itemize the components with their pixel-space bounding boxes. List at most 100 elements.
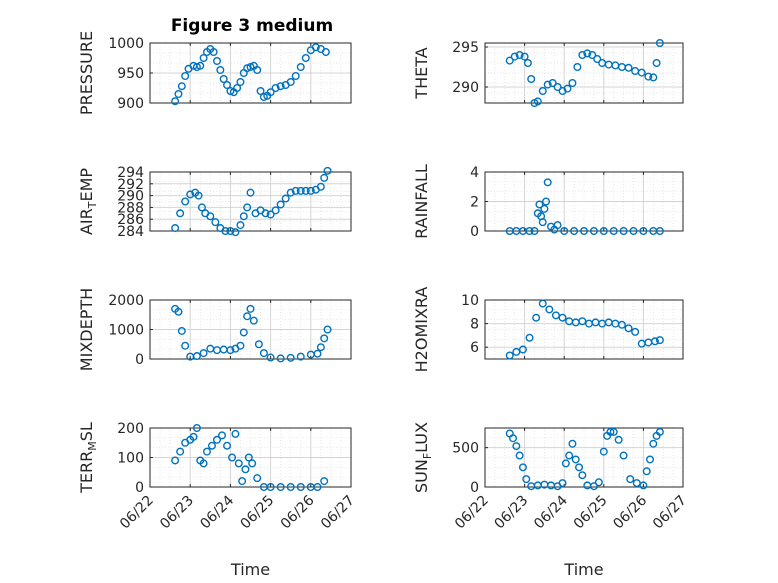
data-point bbox=[619, 226, 628, 235]
data-point bbox=[617, 320, 626, 329]
data-point bbox=[174, 307, 183, 316]
data-point bbox=[655, 39, 664, 48]
data-point bbox=[231, 429, 240, 438]
data-point bbox=[223, 441, 232, 450]
data-point bbox=[226, 346, 235, 355]
y-axis-label: THETA bbox=[412, 47, 431, 99]
data-point bbox=[530, 226, 539, 235]
data-point bbox=[525, 333, 534, 342]
data-point bbox=[518, 463, 527, 472]
subplot-h2omixra: 6 8 10 H2OMIXRA bbox=[412, 287, 684, 373]
data-point bbox=[321, 48, 330, 57]
data-point bbox=[276, 354, 285, 363]
data-point bbox=[558, 479, 567, 488]
data-point bbox=[266, 483, 275, 492]
data-point bbox=[323, 325, 332, 334]
y-axis-label: TERRMSL bbox=[77, 422, 99, 494]
data-point bbox=[512, 442, 521, 451]
data-point bbox=[212, 435, 221, 444]
series-points bbox=[171, 166, 332, 237]
data-point bbox=[538, 299, 547, 308]
data-point bbox=[218, 431, 227, 440]
data-point bbox=[212, 57, 221, 66]
data-point bbox=[276, 483, 285, 492]
data-point bbox=[614, 435, 623, 444]
data-point bbox=[236, 77, 245, 86]
y-tick-label: 2 bbox=[470, 195, 479, 211]
y-tick-label: 4 bbox=[470, 165, 479, 181]
data-point bbox=[593, 55, 602, 64]
data-point bbox=[542, 197, 551, 206]
data-point bbox=[181, 341, 190, 350]
y-tick-label: 500 bbox=[452, 441, 479, 457]
data-point bbox=[580, 226, 589, 235]
data-point bbox=[271, 83, 280, 92]
data-point bbox=[545, 305, 554, 314]
data-point bbox=[637, 68, 646, 77]
data-point bbox=[578, 317, 587, 326]
data-point bbox=[543, 80, 552, 89]
data-point bbox=[239, 212, 248, 221]
data-point bbox=[609, 427, 618, 436]
y-tick-label: 6 bbox=[470, 340, 479, 356]
data-point bbox=[599, 447, 608, 456]
axes-box bbox=[484, 299, 684, 360]
data-point bbox=[650, 337, 659, 346]
x-axis-label: Time bbox=[563, 560, 603, 579]
data-point bbox=[316, 182, 325, 191]
y-tick-label: 0 bbox=[135, 480, 144, 496]
data-point bbox=[535, 200, 544, 209]
data-point bbox=[226, 226, 235, 235]
data-point bbox=[243, 312, 252, 321]
data-point bbox=[266, 88, 275, 97]
y-axis-label: SUNFLUX bbox=[412, 422, 434, 493]
data-point bbox=[276, 82, 285, 91]
data-point bbox=[306, 186, 315, 195]
data-point bbox=[606, 427, 615, 436]
data-point bbox=[177, 326, 186, 335]
data-point bbox=[509, 434, 518, 443]
data-point bbox=[291, 71, 300, 80]
y-axis-label: MIXDEPTH bbox=[77, 288, 96, 371]
x-axis-label: Time bbox=[230, 560, 270, 579]
data-point bbox=[248, 459, 257, 468]
data-point bbox=[199, 349, 208, 358]
data-point bbox=[234, 459, 243, 468]
data-point bbox=[568, 78, 577, 87]
data-point bbox=[575, 463, 584, 472]
data-point bbox=[296, 186, 305, 195]
data-point bbox=[505, 351, 514, 360]
data-point bbox=[626, 475, 635, 484]
data-point bbox=[194, 191, 203, 200]
data-point bbox=[171, 97, 180, 106]
data-point bbox=[583, 49, 592, 58]
y-tick-label: 292 bbox=[117, 177, 144, 193]
data-point bbox=[505, 56, 514, 65]
data-point bbox=[639, 226, 648, 235]
data-point bbox=[594, 478, 603, 487]
data-point bbox=[533, 97, 542, 106]
data-point bbox=[296, 352, 305, 361]
data-point bbox=[540, 204, 549, 213]
y-tick-label: 900 bbox=[117, 96, 144, 112]
y-axis-label: H2OMIXRA bbox=[412, 287, 431, 373]
data-point bbox=[548, 78, 557, 87]
data-point bbox=[256, 86, 265, 95]
y-tick-label: 1000 bbox=[108, 323, 144, 339]
data-point bbox=[589, 226, 598, 235]
data-point bbox=[570, 226, 579, 235]
minor-grid bbox=[485, 43, 683, 103]
data-point bbox=[266, 210, 275, 219]
data-point bbox=[244, 453, 253, 462]
data-point bbox=[624, 63, 633, 72]
y-tick-label: 294 bbox=[117, 165, 144, 181]
y-axis-label: RAINFALL bbox=[412, 164, 431, 239]
y-tick-label: 1000 bbox=[108, 36, 144, 52]
data-point bbox=[236, 341, 245, 350]
data-point bbox=[551, 311, 560, 320]
data-point bbox=[261, 209, 270, 218]
data-point bbox=[512, 347, 521, 356]
data-point bbox=[192, 352, 201, 361]
data-point bbox=[271, 206, 280, 215]
